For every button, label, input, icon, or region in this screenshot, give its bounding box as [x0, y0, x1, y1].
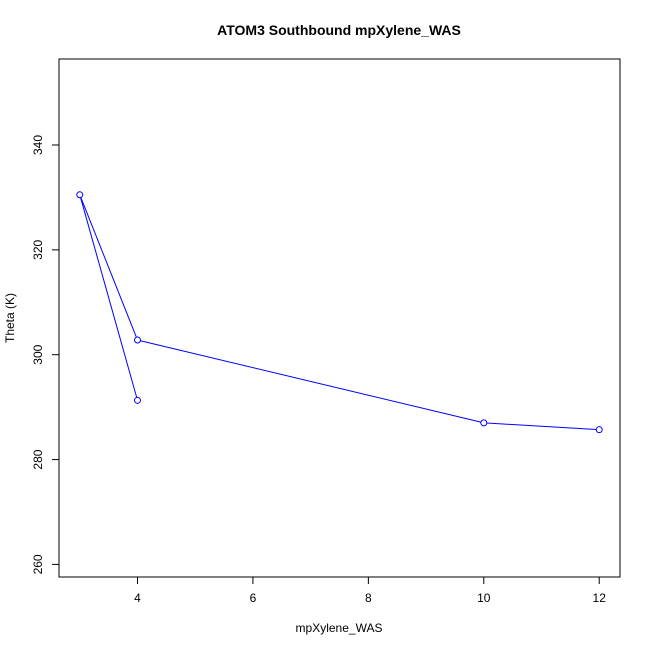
data-point	[76, 191, 84, 199]
y-tick-label: 300	[31, 344, 45, 364]
y-tick-label: 260	[31, 554, 45, 574]
data-point	[595, 426, 603, 434]
data-point	[133, 396, 141, 404]
x-tick-label: 8	[365, 591, 372, 605]
y-tick-label: 340	[31, 135, 45, 155]
y-tick-label: 320	[31, 240, 45, 260]
x-axis: 4 6 8 10 12	[134, 576, 607, 605]
x-tick-label: 6	[250, 591, 257, 605]
series-line-segment	[80, 197, 137, 338]
series-layer	[76, 191, 603, 434]
series-line-segment	[80, 197, 138, 398]
x-axis-label: mpXylene_WAS	[296, 621, 383, 635]
y-axis: 260 280 300 320 340	[31, 135, 60, 574]
chart-title: ATOM3 Southbound mpXylene_WAS	[217, 22, 461, 38]
x-tick-label: 4	[134, 591, 141, 605]
y-axis-label: Theta (K)	[3, 293, 17, 343]
series-line-segment	[486, 422, 597, 430]
data-point	[133, 336, 141, 344]
y-tick-label: 280	[31, 449, 45, 469]
x-tick-label: 10	[477, 591, 491, 605]
series-line-segment	[140, 340, 481, 423]
x-tick-label: 12	[593, 591, 607, 605]
data-point	[480, 419, 488, 427]
plot-frame	[58, 58, 621, 578]
